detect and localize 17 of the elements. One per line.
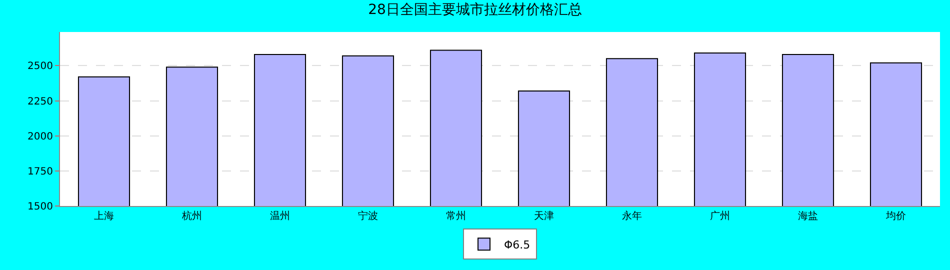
x-tick-label: 常州 — [446, 210, 466, 222]
x-tick-label: 上海 — [94, 210, 114, 222]
legend-label: Φ6.5 — [504, 238, 530, 252]
x-tick-label: 广州 — [710, 210, 730, 222]
x-tick-label: 天津 — [534, 210, 554, 222]
y-tick-label: 2500 — [28, 61, 53, 72]
x-tick-label: 杭州 — [181, 210, 202, 222]
x-tick-label: 海盐 — [798, 210, 818, 222]
chart-title: 28日全国主要城市拉丝材价格汇总 — [368, 2, 582, 18]
y-tick-label: 2250 — [28, 96, 53, 108]
x-tick-label: 温州 — [270, 210, 290, 222]
y-tick-label: 2000 — [28, 131, 53, 142]
x-tick-label: 宁波 — [358, 210, 378, 222]
y-tick-label: 1750 — [28, 166, 53, 178]
x-tick-label: 永年 — [622, 210, 642, 222]
y-tick-label: 1500 — [28, 202, 53, 212]
x-tick-label: 均价 — [885, 210, 906, 222]
